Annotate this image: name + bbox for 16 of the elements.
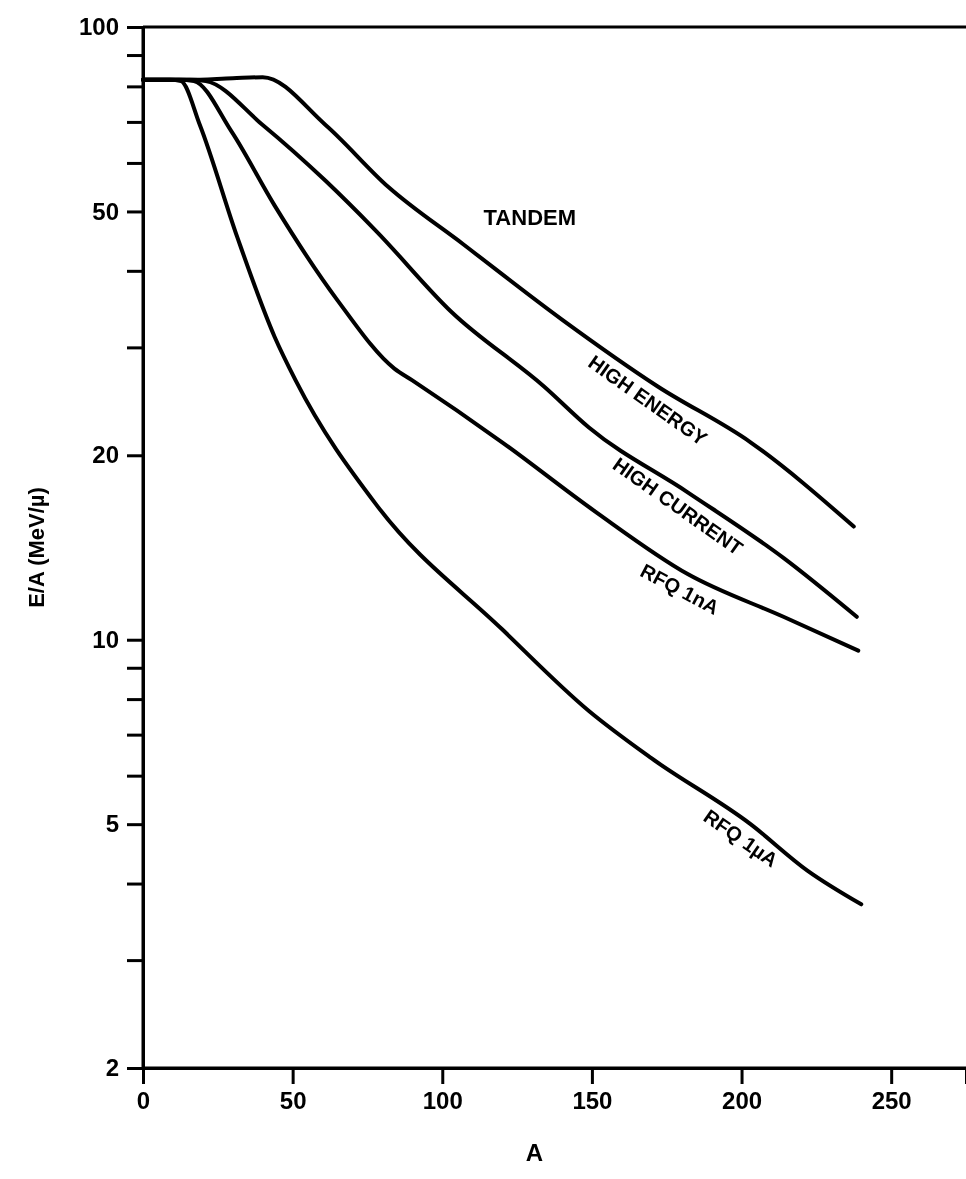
- y-tick-label: 20: [92, 441, 119, 469]
- x-tick-label: 0: [136, 1087, 151, 1115]
- x-tick-label: 200: [722, 1087, 763, 1115]
- y-tick-label: 50: [92, 197, 119, 225]
- text: RFQ 1nA: [636, 559, 723, 619]
- x-tick-label: 50: [279, 1087, 307, 1115]
- x-tick-label: 100: [422, 1087, 463, 1115]
- annotation: TANDEM: [483, 204, 577, 230]
- x-tick-label: 250: [871, 1087, 912, 1115]
- y-tick-label: 100: [78, 13, 119, 41]
- y-tick-label: 2: [105, 1054, 119, 1082]
- y-tick-label: 5: [105, 810, 119, 838]
- y-tick-label: 10: [92, 625, 119, 653]
- y-axis-title: E/A (MeV/µ): [24, 487, 49, 608]
- x-tick-label: 150: [572, 1087, 613, 1115]
- x-axis-title: A: [525, 1139, 544, 1166]
